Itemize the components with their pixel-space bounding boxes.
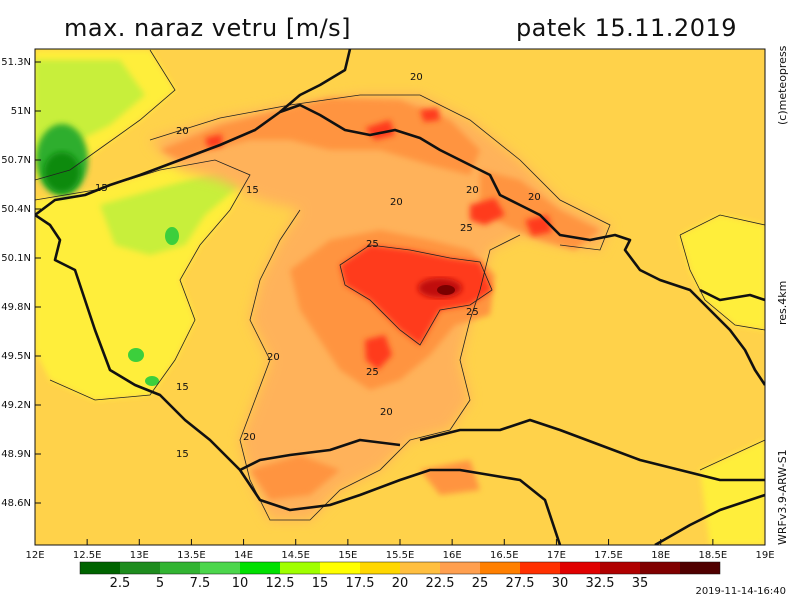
legend-swatch bbox=[120, 562, 160, 574]
legend-swatch bbox=[160, 562, 200, 574]
legend-label: 35 bbox=[632, 576, 649, 591]
lon-tick-label: 16.5E bbox=[490, 550, 519, 561]
contour-label: 20 bbox=[466, 185, 479, 196]
lat-tick-label: 51N bbox=[11, 106, 31, 117]
lon-tick-label: 19E bbox=[755, 550, 774, 561]
legend-label: 30 bbox=[552, 576, 569, 591]
legend-label: 15 bbox=[312, 576, 329, 591]
lat-tick-label: 49.5N bbox=[1, 351, 31, 362]
legend-swatch bbox=[440, 562, 480, 574]
legend-label: 27.5 bbox=[506, 576, 535, 591]
contour-label: 25 bbox=[460, 223, 473, 234]
lat-tick-label: 51.3N bbox=[1, 57, 31, 68]
legend-label: 7.5 bbox=[190, 576, 211, 591]
contour-label: 20 bbox=[267, 352, 280, 363]
contour-label: 20 bbox=[380, 407, 393, 418]
lon-tick-label: 13E bbox=[130, 550, 149, 561]
lon-tick-label: 12.5E bbox=[73, 550, 102, 561]
map-title: max. naraz vetru [m/s] bbox=[64, 14, 352, 42]
lon-tick-label: 18E bbox=[651, 550, 670, 561]
legend-label: 20 bbox=[392, 576, 409, 591]
legend-swatch bbox=[520, 562, 560, 574]
legend-swatch bbox=[360, 562, 400, 574]
legend-label: 12.5 bbox=[266, 576, 295, 591]
legend-swatch bbox=[80, 562, 120, 574]
lat-tick-label: 50.1N bbox=[1, 253, 31, 264]
lat-tick-label: 48.6N bbox=[1, 498, 31, 509]
legend-swatch bbox=[200, 562, 240, 574]
legend-label: 2.5 bbox=[110, 576, 131, 591]
legend-swatch bbox=[400, 562, 440, 574]
lon-tick-label: 15E bbox=[338, 550, 357, 561]
legend-label: 10 bbox=[232, 576, 249, 591]
contour-label: 20 bbox=[390, 197, 403, 208]
contour-label: 25 bbox=[466, 307, 479, 318]
lon-tick-label: 18.5E bbox=[699, 550, 728, 561]
contour-label: 25 bbox=[366, 367, 379, 378]
contour-label: 20 bbox=[243, 432, 256, 443]
legend-swatch bbox=[640, 562, 680, 574]
contour-labels: 20 20 20 20 20 20 20 20 15 15 15 15 25 2… bbox=[95, 72, 541, 460]
latitude-axis: 51.3N 51N 50.7N 50.4N 50.1N 49.8N 49.5N 49.2N 48… bbox=[1, 57, 41, 509]
color-legend: 2.5 5 7.5 10 12.5 15 17.5 20 22.5 25 27.5 30 32.5 35 bbox=[79, 561, 721, 591]
model-label: WRFv3.9-ARW-S1 bbox=[776, 449, 789, 545]
contour-label: 15 bbox=[176, 449, 189, 460]
lat-tick-label: 49.2N bbox=[1, 400, 31, 411]
legend-swatch bbox=[320, 562, 360, 574]
contour-label: 20 bbox=[410, 72, 423, 83]
timestamp: 2019-11-14-16:40 bbox=[695, 586, 786, 597]
legend-label: 5 bbox=[156, 576, 164, 591]
lat-tick-label: 50.4N bbox=[1, 204, 31, 215]
country-borders bbox=[35, 49, 765, 545]
forecast-date: patek 15.11.2019 bbox=[515, 14, 737, 42]
longitude-axis: 12E 12.5E 13E 13.5E 14E 14.5E 15E 15.5E 16E 16.5E… bbox=[25, 539, 775, 561]
lon-tick-label: 16E bbox=[443, 550, 462, 561]
contour-label: 15 bbox=[176, 382, 189, 393]
legend-label: 22.5 bbox=[426, 576, 455, 591]
lat-tick-label: 49.8N bbox=[1, 302, 31, 313]
contour-label: 25 bbox=[366, 239, 379, 250]
legend-swatch bbox=[280, 562, 320, 574]
contour-label: 15 bbox=[246, 185, 259, 196]
lon-tick-label: 17E bbox=[547, 550, 566, 561]
legend-label: 25 bbox=[472, 576, 489, 591]
lon-tick-label: 17.5E bbox=[594, 550, 623, 561]
map-field bbox=[35, 49, 765, 545]
lat-tick-label: 48.9N bbox=[1, 449, 31, 460]
legend-swatch bbox=[240, 562, 280, 574]
resolution-label: res.4km bbox=[776, 280, 789, 325]
contour-label: 20 bbox=[528, 192, 541, 203]
legend-label: 17.5 bbox=[346, 576, 375, 591]
lon-tick-label: 14E bbox=[234, 550, 253, 561]
legend-swatch bbox=[680, 562, 720, 574]
contour-label: 20 bbox=[176, 126, 189, 137]
lon-tick-label: 14.5E bbox=[281, 550, 310, 561]
lat-tick-label: 50.7N bbox=[1, 155, 31, 166]
lon-tick-label: 15.5E bbox=[386, 550, 415, 561]
lon-tick-label: 13.5E bbox=[177, 550, 206, 561]
copyright-label: (c)meteopress bbox=[776, 45, 789, 125]
contour-label: 15 bbox=[95, 183, 108, 194]
legend-swatch bbox=[560, 562, 600, 574]
legend-swatch bbox=[600, 562, 640, 574]
legend-swatch bbox=[480, 562, 520, 574]
legend-label: 32.5 bbox=[586, 576, 615, 591]
lon-tick-label: 12E bbox=[25, 550, 44, 561]
